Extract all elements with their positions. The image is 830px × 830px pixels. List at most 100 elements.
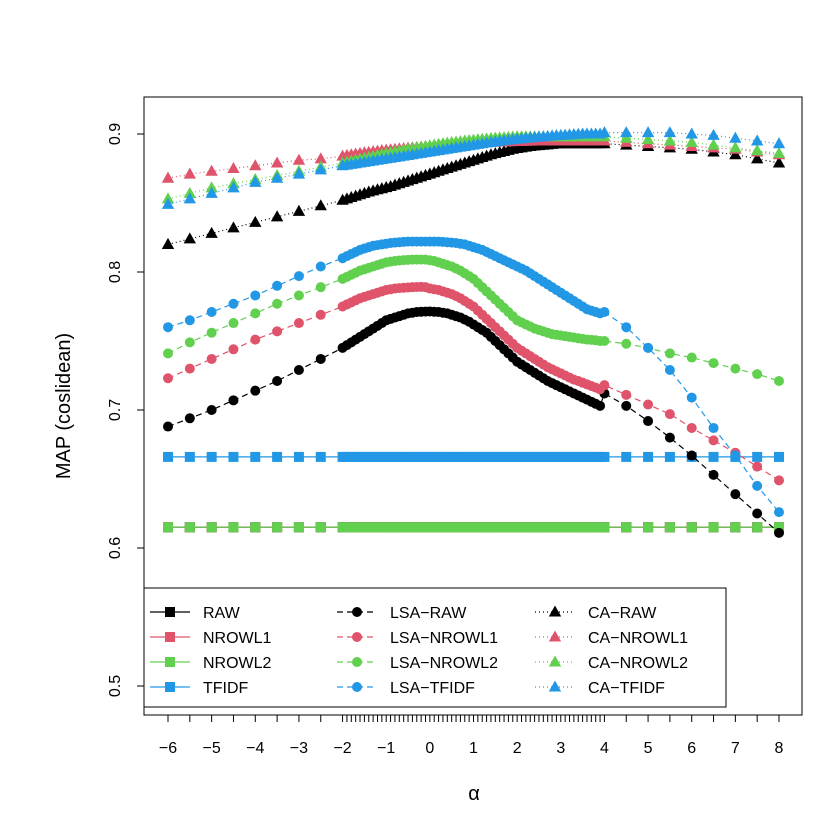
point-nrowl2-5 — [272, 522, 283, 533]
y-tick-label-4: 0.9 — [107, 123, 124, 145]
point-ca-raw-3 — [227, 221, 240, 233]
point-nrowl2-69 — [621, 522, 632, 533]
x-tick-label-6: 0 — [425, 740, 434, 757]
series-lsa-raw — [163, 306, 784, 538]
series-lsa-nrowl2 — [163, 254, 784, 387]
point-lsa-nrowl1-75 — [752, 461, 763, 472]
legend-label-lsa-nrowl2: LSA−NROWL2 — [390, 655, 498, 672]
x-tick-label-5: −1 — [377, 740, 395, 757]
x-axis: −6 −5 −4 −3 −2 −1 0 1 2 3 4 5 6 7 8 — [159, 714, 784, 757]
point-lsa-tfidf-70 — [643, 342, 654, 353]
point-ca-tfidf-1 — [183, 192, 196, 204]
x-tick-label-8: 2 — [513, 740, 522, 757]
point-ca-nrowl2-76 — [772, 146, 786, 158]
point-ca-raw-76 — [772, 156, 786, 168]
point-lsa-tfidf-2 — [206, 307, 217, 318]
point-lsa-tfidf-68 — [599, 307, 610, 318]
point-lsa-nrowl1-71 — [664, 409, 675, 420]
legend-label-lsa-tfidf: LSA−TFIDF — [390, 680, 475, 697]
point-ca-tfidf-71 — [663, 126, 677, 138]
legend-marker-lsa-nrowl2 — [352, 657, 362, 667]
legend-label-nrowl1: NROWL1 — [203, 630, 272, 647]
point-lsa-tfidf-72 — [686, 392, 697, 403]
point-ca-raw-75 — [751, 152, 764, 164]
point-ca-tfidf-72 — [685, 127, 698, 139]
point-lsa-tfidf-76 — [774, 507, 784, 518]
point-lsa-nrowl1-3 — [228, 344, 239, 355]
point-ca-nrowl2-70 — [641, 133, 655, 145]
x-axis-title: α — [468, 783, 480, 805]
point-tfidf-7 — [315, 451, 326, 462]
point-lsa-raw-1 — [184, 413, 195, 424]
point-lsa-nrowl2-74 — [730, 363, 741, 374]
point-lsa-nrowl1-73 — [708, 435, 719, 446]
legend-marker-tfidf — [165, 682, 175, 692]
point-lsa-tfidf-69 — [621, 322, 632, 333]
point-ca-tfidf-5 — [270, 171, 284, 183]
point-ca-nrowl1-4 — [249, 159, 262, 171]
point-lsa-raw-76 — [774, 527, 784, 538]
point-ca-nrowl2-75 — [751, 144, 764, 156]
y-axis-title: MAP (coslidean) — [53, 333, 75, 479]
point-ca-tfidf-2 — [205, 186, 218, 198]
point-nrowl2-1 — [184, 522, 195, 533]
point-lsa-nrowl2-3 — [228, 318, 239, 329]
point-lsa-nrowl1-68 — [599, 380, 610, 391]
point-ca-tfidf-76 — [772, 137, 786, 149]
legend: RAW NROWL1 NROWL2 TFIDF LSA−RAW LSA−NROWL1 LSA… — [143, 587, 727, 708]
legend-label-lsa-raw: LSA−RAW — [390, 605, 467, 622]
point-lsa-nrowl1-72 — [686, 422, 697, 433]
legend-marker-ca-nrowl2 — [548, 655, 562, 667]
point-lsa-raw-74 — [730, 489, 741, 500]
point-ca-tfidf-0 — [161, 197, 175, 209]
x-tick-label-9: 3 — [556, 740, 565, 757]
point-ca-nrowl2-74 — [729, 141, 742, 153]
point-tfidf-71 — [664, 451, 675, 462]
point-lsa-raw-73 — [708, 469, 719, 480]
point-lsa-raw-72 — [686, 450, 697, 461]
legend-label-ca-tfidf: CA−TFIDF — [588, 680, 665, 697]
point-ca-tfidf-6 — [292, 167, 306, 179]
point-lsa-tfidf-6 — [293, 271, 304, 282]
point-lsa-nrowl2-68 — [599, 336, 610, 346]
point-lsa-nrowl1-7 — [315, 309, 326, 320]
point-lsa-tfidf-5 — [272, 280, 283, 291]
point-nrowl2-68 — [599, 522, 610, 533]
point-lsa-nrowl2-71 — [664, 348, 675, 359]
point-lsa-raw-3 — [228, 395, 239, 406]
point-tfidf-2 — [206, 451, 217, 462]
point-lsa-raw-5 — [272, 376, 283, 387]
point-ca-raw-4 — [249, 215, 262, 227]
legend-marker-lsa-nrowl1 — [352, 632, 362, 642]
point-lsa-tfidf-7 — [315, 261, 326, 272]
point-ca-nrowl1-5 — [270, 156, 284, 168]
series-ca-tfidf — [161, 126, 786, 209]
point-lsa-nrowl2-73 — [708, 358, 719, 369]
point-tfidf-0 — [163, 451, 173, 462]
legend-label-raw: RAW — [203, 605, 241, 622]
point-tfidf-70 — [643, 451, 654, 462]
point-lsa-nrowl2-6 — [293, 290, 304, 301]
point-lsa-tfidf-4 — [250, 290, 261, 301]
series-lsa-nrowl1 — [163, 281, 784, 486]
series-ca-raw — [161, 137, 786, 249]
point-ca-raw-1 — [183, 232, 196, 244]
legend-marker-nrowl1 — [165, 632, 175, 642]
point-nrowl2-71 — [664, 522, 675, 533]
x-tick-label-3: −3 — [290, 740, 308, 757]
point-ca-nrowl1-6 — [292, 153, 306, 165]
y-axis: 0.5 0.6 0.7 0.8 0.9 — [107, 123, 145, 697]
point-lsa-nrowl1-4 — [250, 334, 261, 345]
point-lsa-nrowl1-70 — [643, 399, 654, 410]
point-ca-nrowl1-1 — [183, 167, 196, 179]
point-lsa-nrowl1-6 — [293, 318, 304, 329]
x-tick-label-13: 7 — [731, 740, 740, 757]
point-tfidf-1 — [184, 451, 195, 462]
point-ca-tfidf-3 — [227, 181, 240, 193]
point-nrowl2-74 — [730, 522, 741, 533]
point-lsa-raw-71 — [664, 432, 675, 443]
point-ca-nrowl2-71 — [663, 134, 677, 146]
legend-marker-ca-tfidf — [548, 680, 562, 692]
legend-label-ca-nrowl2: CA−NROWL2 — [588, 655, 688, 672]
